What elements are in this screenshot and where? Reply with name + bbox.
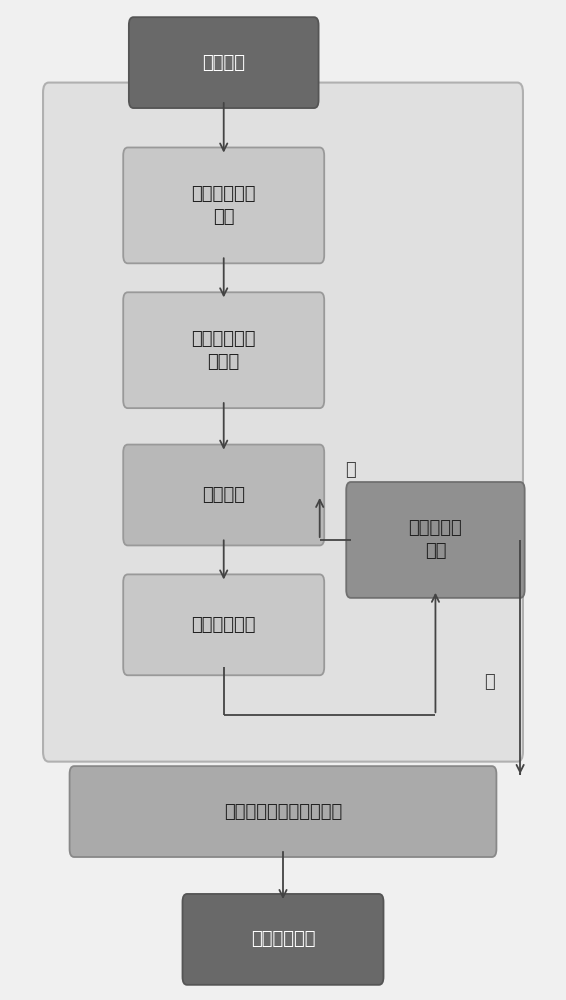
Text: 是: 是 [484,673,495,691]
FancyBboxPatch shape [346,482,525,598]
Text: 多次迭代输出: 多次迭代输出 [251,930,315,948]
Text: 注入下一级光子晶体光纤: 注入下一级光子晶体光纤 [224,803,342,821]
Text: 相位匹配: 相位匹配 [202,486,245,504]
Text: 多载波正向参
量过程: 多载波正向参 量过程 [191,330,256,371]
Text: 进入光子晶体
光纤: 进入光子晶体 光纤 [191,185,256,226]
Text: 脉冲光源: 脉冲光源 [202,54,245,72]
FancyBboxPatch shape [123,292,324,408]
Text: 反向参量过程: 反向参量过程 [191,616,256,634]
Text: 否: 否 [345,461,356,479]
FancyBboxPatch shape [123,445,324,545]
FancyBboxPatch shape [129,17,319,108]
Text: 闲频光抑制
检测: 闲频光抑制 检测 [409,519,462,560]
FancyBboxPatch shape [70,766,496,857]
FancyBboxPatch shape [182,894,384,985]
FancyBboxPatch shape [123,147,324,263]
FancyBboxPatch shape [123,574,324,675]
FancyBboxPatch shape [43,83,523,762]
